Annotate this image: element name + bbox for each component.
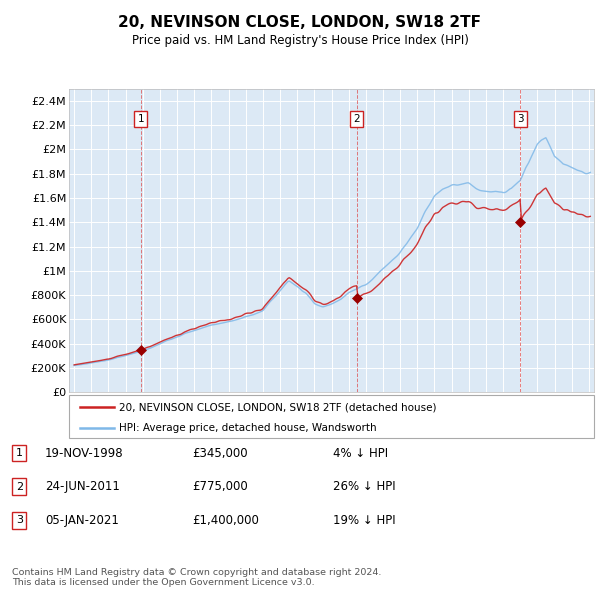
Text: HPI: Average price, detached house, Wandsworth: HPI: Average price, detached house, Wand… (119, 424, 377, 434)
Text: 20, NEVINSON CLOSE, LONDON, SW18 2TF: 20, NEVINSON CLOSE, LONDON, SW18 2TF (119, 15, 482, 30)
Text: 26% ↓ HPI: 26% ↓ HPI (333, 480, 395, 493)
Text: 2: 2 (353, 114, 360, 124)
Text: £775,000: £775,000 (192, 480, 248, 493)
Text: 19-NOV-1998: 19-NOV-1998 (45, 447, 124, 460)
Text: Price paid vs. HM Land Registry's House Price Index (HPI): Price paid vs. HM Land Registry's House … (131, 34, 469, 47)
Text: £345,000: £345,000 (192, 447, 248, 460)
Text: Contains HM Land Registry data © Crown copyright and database right 2024.
This d: Contains HM Land Registry data © Crown c… (12, 568, 382, 587)
FancyBboxPatch shape (69, 395, 594, 438)
Text: 1: 1 (137, 114, 144, 124)
Text: 19% ↓ HPI: 19% ↓ HPI (333, 514, 395, 527)
Text: 3: 3 (16, 516, 23, 525)
Text: 24-JUN-2011: 24-JUN-2011 (45, 480, 120, 493)
Text: £1,400,000: £1,400,000 (192, 514, 259, 527)
Text: 1: 1 (16, 448, 23, 458)
Text: 05-JAN-2021: 05-JAN-2021 (45, 514, 119, 527)
Text: 20, NEVINSON CLOSE, LONDON, SW18 2TF (detached house): 20, NEVINSON CLOSE, LONDON, SW18 2TF (de… (119, 402, 436, 412)
Text: 4% ↓ HPI: 4% ↓ HPI (333, 447, 388, 460)
Text: 3: 3 (517, 114, 524, 124)
Text: 2: 2 (16, 482, 23, 491)
